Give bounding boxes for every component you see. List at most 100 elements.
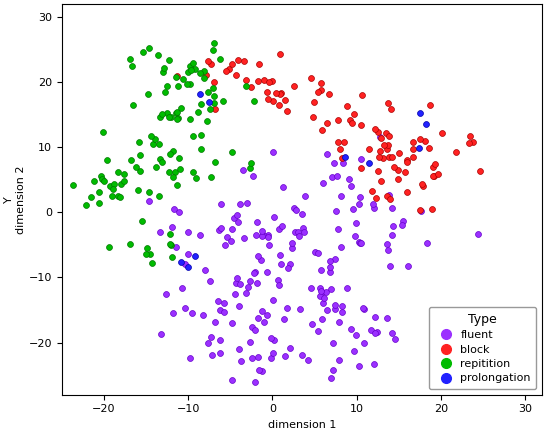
Point bbox=[298, 351, 306, 358]
Point bbox=[354, 239, 363, 246]
Point bbox=[335, 319, 343, 326]
Point bbox=[314, 250, 323, 256]
Point bbox=[337, 192, 346, 199]
Point bbox=[264, 95, 273, 102]
Point bbox=[252, 280, 261, 287]
Point bbox=[203, 118, 211, 125]
Point bbox=[304, 357, 312, 364]
Point bbox=[358, 92, 366, 99]
Point bbox=[166, 230, 175, 237]
Point bbox=[369, 201, 377, 207]
Point bbox=[394, 176, 402, 183]
Point bbox=[275, 281, 283, 288]
Point bbox=[311, 249, 320, 256]
Point bbox=[210, 92, 218, 99]
Point bbox=[126, 240, 134, 247]
Point bbox=[468, 138, 477, 145]
Point bbox=[114, 192, 122, 199]
Point bbox=[316, 288, 325, 295]
Point bbox=[274, 276, 282, 283]
Y-axis label: Y
dimension 2: Y dimension 2 bbox=[4, 165, 26, 233]
Point bbox=[204, 57, 213, 64]
Point bbox=[234, 345, 243, 352]
Point bbox=[313, 89, 322, 95]
Point bbox=[167, 254, 176, 261]
Point bbox=[308, 320, 317, 327]
Point bbox=[227, 60, 236, 67]
Point bbox=[173, 116, 181, 123]
Point bbox=[264, 233, 272, 240]
Point bbox=[95, 200, 104, 207]
Point bbox=[295, 306, 304, 313]
Point bbox=[200, 267, 209, 274]
Point bbox=[199, 312, 207, 319]
Legend: fluent, block, repitition, prolongation: fluent, block, repitition, prolongation bbox=[429, 307, 536, 389]
Point bbox=[318, 315, 327, 322]
Point bbox=[210, 99, 218, 106]
Point bbox=[228, 225, 236, 232]
Point bbox=[269, 349, 277, 356]
Point bbox=[402, 157, 411, 164]
Point bbox=[258, 368, 266, 375]
Point bbox=[206, 333, 215, 340]
Point bbox=[437, 129, 446, 136]
Point bbox=[375, 153, 383, 160]
Point bbox=[166, 241, 175, 248]
Point bbox=[263, 269, 271, 276]
Point bbox=[163, 82, 172, 89]
Point bbox=[319, 300, 328, 307]
Point bbox=[290, 83, 299, 90]
Point bbox=[327, 375, 335, 381]
Point bbox=[385, 262, 394, 269]
Point bbox=[281, 97, 289, 104]
Point bbox=[377, 178, 386, 185]
Point bbox=[307, 285, 316, 292]
Point bbox=[269, 297, 277, 304]
Point bbox=[418, 182, 427, 189]
Point bbox=[325, 263, 334, 270]
Point bbox=[318, 288, 327, 295]
Point bbox=[264, 79, 273, 86]
Point bbox=[134, 139, 143, 146]
Point bbox=[279, 183, 288, 190]
Point bbox=[269, 97, 277, 104]
Point bbox=[174, 155, 183, 162]
Point bbox=[235, 302, 244, 309]
Point bbox=[248, 355, 257, 362]
Point bbox=[382, 145, 391, 152]
Point bbox=[254, 366, 263, 373]
Point bbox=[138, 217, 146, 224]
Point bbox=[397, 222, 406, 229]
Point bbox=[326, 269, 335, 276]
Point bbox=[205, 98, 214, 105]
Point bbox=[116, 194, 124, 201]
Point bbox=[143, 244, 152, 251]
Point bbox=[209, 39, 218, 46]
Point bbox=[215, 350, 224, 357]
Point bbox=[102, 157, 111, 164]
Point bbox=[452, 149, 460, 156]
Point bbox=[402, 159, 411, 166]
Point bbox=[194, 108, 203, 115]
Point bbox=[105, 244, 114, 251]
Point bbox=[183, 68, 192, 75]
Point bbox=[253, 353, 262, 360]
Point bbox=[187, 309, 196, 316]
Point bbox=[274, 102, 283, 109]
Point bbox=[333, 172, 342, 179]
Point bbox=[153, 51, 162, 58]
Point bbox=[253, 219, 262, 226]
Point bbox=[384, 99, 393, 106]
Point bbox=[86, 194, 95, 201]
Point bbox=[173, 72, 182, 79]
Point bbox=[139, 49, 148, 56]
Point bbox=[146, 251, 155, 258]
Point bbox=[233, 56, 242, 63]
Point bbox=[160, 89, 169, 95]
Point bbox=[251, 378, 259, 385]
Point bbox=[327, 285, 335, 292]
Point bbox=[126, 56, 135, 62]
Point bbox=[195, 232, 204, 239]
Point bbox=[416, 207, 424, 214]
Point bbox=[394, 149, 403, 156]
